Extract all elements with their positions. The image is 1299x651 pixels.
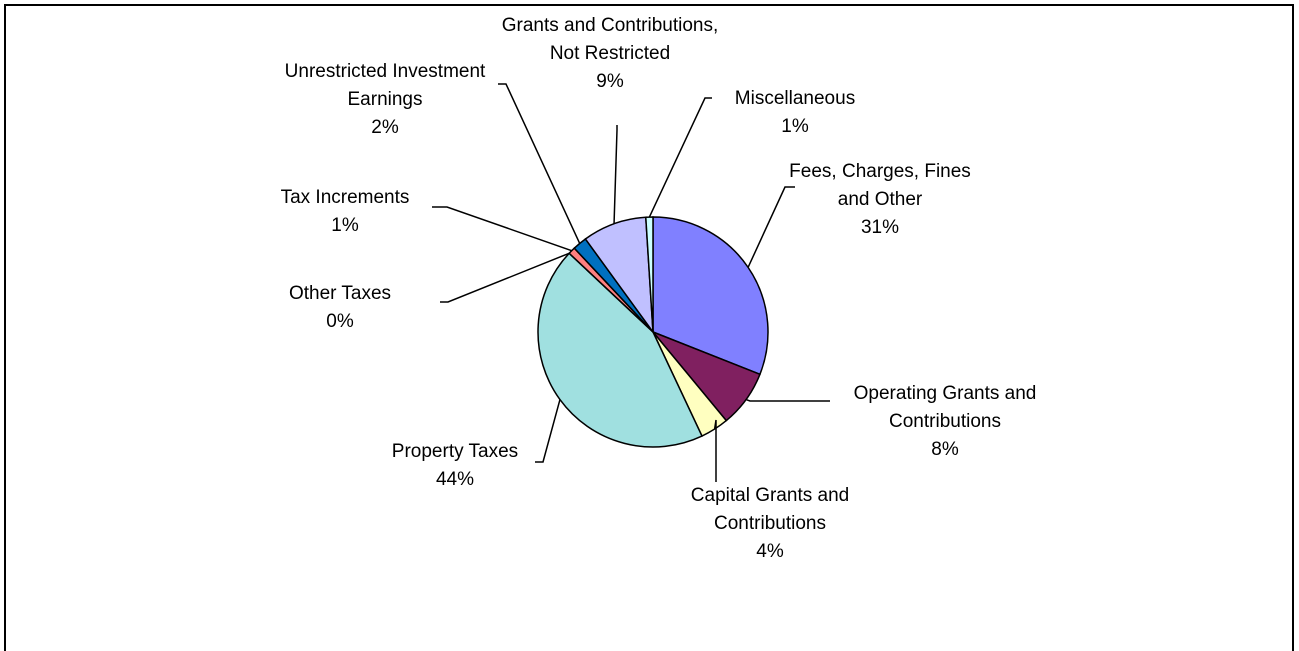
category-label: Capital Grants and Contributions — [690, 485, 850, 534]
leader-line — [440, 252, 570, 303]
value-label: 8% — [931, 439, 959, 460]
value-label: 1% — [331, 215, 359, 236]
value-label: 44% — [435, 469, 475, 490]
category-label: Tax Increments — [280, 187, 410, 208]
leader-line — [745, 398, 830, 402]
leader-line — [498, 83, 581, 244]
slice-label: Fees, Charges, Fines and Other 31% — [780, 158, 980, 242]
slice-label: Unrestricted Investment Earnings 2% — [265, 58, 505, 142]
value-label: 4% — [756, 541, 784, 562]
value-label: 1% — [781, 116, 809, 137]
category-label: Miscellaneous — [734, 88, 856, 109]
category-label: Operating Grants and Contributions — [853, 383, 1037, 432]
category-label: Fees, Charges, Fines and Other — [789, 161, 971, 210]
leader-line — [432, 206, 572, 252]
category-label: Unrestricted Investment Earnings — [284, 61, 486, 110]
slice-label: Miscellaneous 1% — [695, 85, 895, 141]
slice-label: Other Taxes 0% — [260, 280, 420, 336]
slice-label: Capital Grants and Contributions 4% — [655, 482, 885, 566]
category-label: Property Taxes — [391, 441, 519, 462]
pie-slice — [644, 216, 654, 333]
value-label: 31% — [860, 217, 900, 238]
leader-line — [535, 399, 561, 463]
pie-slice — [652, 216, 769, 376]
slice-label: Operating Grants and Contributions 8% — [830, 380, 1060, 464]
slice-label: Property Taxes 44% — [355, 438, 555, 494]
leader-line — [613, 125, 618, 224]
value-label: 2% — [371, 117, 399, 138]
leader-line — [648, 97, 712, 218]
slice-label: Grants and Contributions, Not Restricted… — [490, 12, 730, 96]
leader-line — [747, 186, 795, 268]
slice-label: Tax Increments 1% — [245, 184, 445, 240]
leader-line — [713, 419, 717, 482]
category-label: Grants and Contributions, Not Restricted — [501, 15, 719, 64]
pie-slice — [537, 252, 703, 448]
value-label: 0% — [326, 311, 354, 332]
category-label: Other Taxes — [288, 283, 392, 304]
value-label: 9% — [596, 71, 624, 92]
